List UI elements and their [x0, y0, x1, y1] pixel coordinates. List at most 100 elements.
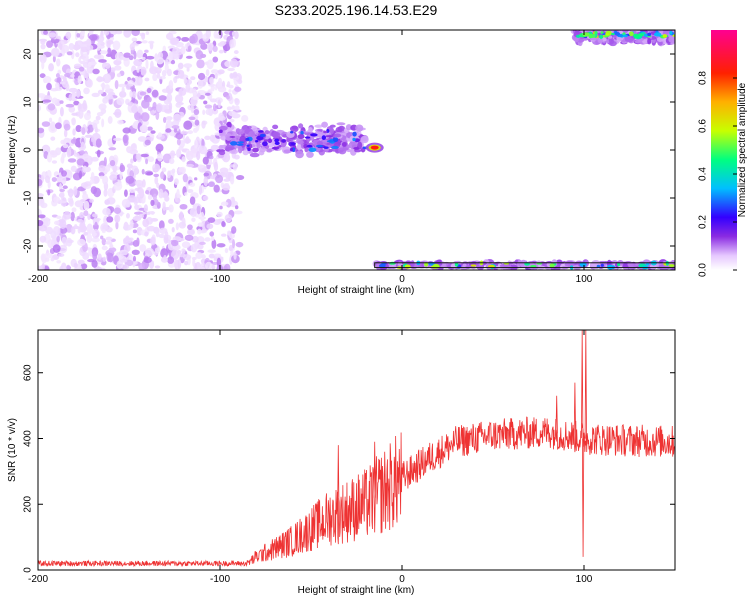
spectral-blob — [519, 259, 528, 268]
colorbar-ticks: 0.0 0.2 0.4 0.6 0.8 — [698, 71, 737, 277]
spectral-blob — [113, 207, 122, 214]
spectral-blob — [46, 153, 53, 163]
spectral-blob — [225, 198, 232, 208]
spectral-blob — [204, 104, 213, 109]
spectral-blob — [197, 72, 206, 81]
spectral-blob — [167, 256, 175, 264]
spectral-blob — [217, 77, 223, 86]
spectral-blob — [153, 173, 160, 178]
spectral-blob — [208, 253, 215, 259]
spectral-blob — [295, 150, 304, 159]
spectral-blob — [107, 116, 113, 124]
spectral-blob — [148, 40, 155, 45]
spectral-blob — [131, 37, 138, 42]
spectral-blob — [229, 39, 234, 49]
spectral-blob — [119, 164, 126, 173]
spectral-blob — [397, 261, 403, 267]
spectral-blob — [75, 52, 80, 58]
spectral-blob — [96, 76, 106, 82]
spectral-blob — [211, 261, 219, 265]
spectral-blob — [91, 92, 100, 98]
spectral-blob — [633, 34, 640, 39]
spectral-blob — [146, 87, 152, 94]
spectral-blob — [59, 191, 65, 199]
spectral-blob — [667, 23, 674, 27]
spectral-blob — [659, 30, 663, 31]
spectral-blob — [74, 30, 78, 41]
spectral-blob — [117, 119, 124, 125]
spectral-blob — [168, 80, 174, 90]
spectral-blob — [137, 183, 144, 189]
spectral-blob — [68, 42, 75, 51]
spectral-blob — [226, 106, 233, 111]
spectral-blob — [59, 106, 64, 117]
spectral-blob — [80, 30, 86, 37]
spectral-blob — [226, 95, 230, 100]
spectral-blob — [209, 231, 215, 237]
spectral-blob — [237, 145, 243, 154]
spectral-blob — [83, 200, 90, 211]
spectral-blob — [202, 109, 206, 116]
spectral-blob — [116, 97, 125, 106]
spectral-blob — [144, 49, 149, 53]
spectral-blob — [50, 136, 56, 141]
spectral-blob — [188, 116, 196, 121]
spectral-blob — [234, 98, 239, 103]
spectral-blob — [141, 179, 146, 188]
spectral-blob — [300, 130, 304, 135]
spectral-blob — [259, 146, 267, 153]
spectral-blob — [113, 111, 122, 116]
spectral-band-edge — [374, 262, 675, 269]
spectral-blob — [39, 73, 46, 79]
spectral-blob — [246, 144, 250, 147]
spectral-blob — [179, 87, 187, 96]
spectral-blob — [41, 262, 45, 270]
spectral-blob — [46, 82, 52, 91]
spectral-blob — [370, 145, 379, 150]
spectral-blob — [310, 133, 318, 137]
spectral-blob — [132, 229, 137, 234]
spectral-blob — [187, 188, 194, 194]
spectral-blob — [321, 121, 328, 128]
spectral-blob — [172, 46, 180, 55]
spectral-blob — [96, 190, 101, 197]
spectral-blob — [99, 175, 105, 179]
spectral-blob — [146, 225, 156, 232]
spectral-blob — [196, 205, 201, 215]
spectral-blob — [108, 247, 117, 253]
spectral-blob — [123, 189, 128, 197]
spectral-blob — [214, 72, 218, 80]
spectral-blob — [194, 139, 198, 149]
spectral-blob — [187, 224, 193, 231]
spectral-blob — [73, 152, 80, 157]
spectral-blob — [70, 211, 75, 222]
spectral-blob — [235, 174, 245, 181]
spectral-blob — [404, 264, 411, 269]
spectral-blob — [274, 138, 280, 143]
spectral-blob — [76, 33, 81, 38]
spectral-blob — [56, 215, 62, 219]
spectral-blob — [115, 220, 119, 230]
spectral-blob — [96, 149, 101, 158]
spectral-blob — [77, 75, 82, 84]
spectral-blob — [297, 134, 305, 140]
spectral-blob — [68, 105, 76, 113]
spectral-blob — [87, 124, 94, 133]
spectral-blob — [218, 125, 228, 131]
spectral-blob — [600, 263, 604, 267]
spectral-blob — [198, 185, 203, 195]
spectral-blob — [234, 105, 240, 111]
spectral-blob — [216, 257, 222, 267]
spectral-blob — [79, 150, 85, 155]
spectral-blob — [213, 161, 219, 172]
spectral-blob — [177, 62, 184, 70]
spectral-blob — [218, 129, 223, 134]
spectral-blob — [218, 49, 224, 54]
spectral-blob — [47, 103, 56, 111]
spectral-blob — [595, 22, 600, 29]
spectral-blob — [231, 105, 235, 110]
spectral-blob — [175, 75, 180, 79]
spectral-blob — [166, 68, 172, 77]
spectral-blob — [352, 137, 356, 142]
spectral-blob — [73, 262, 78, 269]
